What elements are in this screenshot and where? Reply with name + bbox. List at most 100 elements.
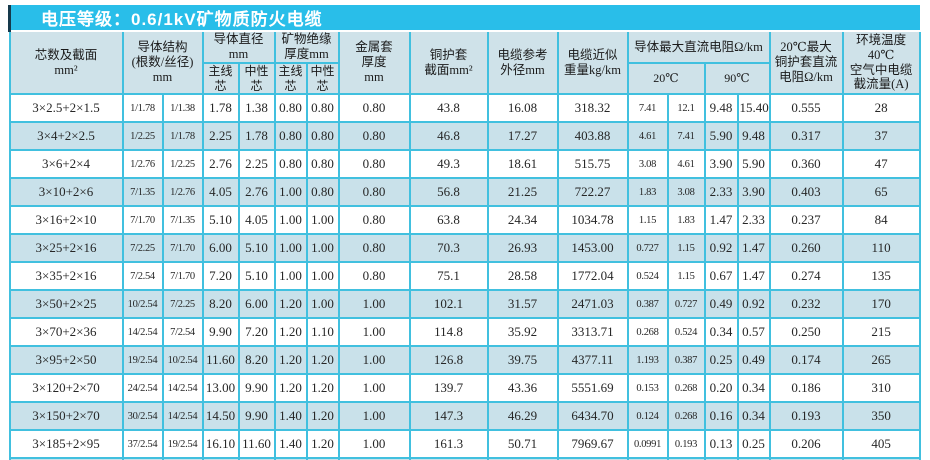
table-cell: 49.3 (408, 149, 489, 179)
subheader-diameter-neutral-core: 中性芯 (237, 62, 276, 95)
table-cell: 0.206 (768, 429, 844, 459)
table-cell: 1.20 (305, 345, 340, 375)
table-cell: 1.00 (305, 205, 340, 235)
table-cell: 48/2.54 (121, 457, 164, 460)
table-cell: 18.40 (201, 457, 240, 460)
table-cell: 4.61 (666, 149, 706, 179)
col-header-reference-od: 电缆参考 外径mm (486, 30, 559, 95)
table-cell: 1.15 (666, 261, 706, 291)
table-cell: 7/2.25 (161, 289, 204, 319)
table-cell: 43.36 (486, 373, 559, 403)
table-cell: 0.49 (703, 289, 739, 319)
table-cell: 3×185+2×95 (8, 429, 124, 459)
table-cell: 3×240+2×120 (8, 457, 124, 460)
table-cell: 19/2.54 (161, 429, 204, 459)
table-cell: 0.80 (305, 177, 340, 207)
table-cell: 7/1.70 (161, 233, 204, 263)
table-cell: 14/2.54 (161, 373, 204, 403)
table-cell: 0.80 (273, 93, 308, 123)
table-cell: 19/2.54 (121, 345, 164, 375)
table-cell: 1.40 (273, 457, 308, 460)
table-cell: 1.38 (237, 93, 276, 123)
table-cell: 65 (841, 177, 921, 207)
table-cell: 2.76 (201, 149, 240, 179)
table-cell: 7/1.35 (121, 177, 164, 207)
table-cell: 1.78 (237, 121, 276, 151)
table-cell: 1.00 (337, 429, 411, 459)
table-cell: 8.20 (237, 345, 276, 375)
table-cell: 47 (841, 149, 921, 179)
table-cell: 5.90 (736, 149, 771, 179)
subheader-insulation-main-core: 主线芯 (273, 62, 308, 95)
table-row: 3×50+2×25 10/2.54 7/2.25 8.20 6.00 1.20 1.00 1.… (8, 289, 921, 319)
table-cell: 1.00 (337, 373, 411, 403)
table-cell: 0.403 (768, 177, 844, 207)
table-cell: 4377.11 (556, 345, 629, 375)
table-cell: 5.90 (703, 121, 739, 151)
table-cell: 11.60 (237, 429, 276, 459)
table-cell: 15.40 (736, 93, 771, 123)
table-cell: 50.71 (486, 429, 559, 459)
table-cell: 0.16 (703, 401, 739, 431)
table-cell: 318.32 (556, 93, 629, 123)
table-cell: 35.92 (486, 317, 559, 347)
table-cell: 0.80 (273, 149, 308, 179)
table-row: 3×185+2×95 37/2.54 19/2.54 16.10 11.60 1.40 1.… (8, 429, 921, 459)
table-cell: 3×25+2×16 (8, 233, 124, 263)
table-cell: 30/2.54 (121, 401, 164, 431)
table-cell: 126.8 (408, 345, 489, 375)
table-cell: 3×2.5+2×1.5 (8, 93, 124, 123)
col-header-conductor-structure: 导体结构 (根数/丝径) mm (121, 30, 204, 95)
table-row: 3×2.5+2×1.5 1/1.78 1/1.38 1.78 1.38 0.80 0.80 0… (8, 93, 921, 123)
table-cell: 3×35+2×16 (8, 261, 124, 291)
table-cell: 403.88 (556, 121, 629, 151)
table-row: 3×120+2×70 24/2.54 14/2.54 13.00 9.90 1.20 1.2… (8, 373, 921, 403)
table-cell: 26.93 (486, 233, 559, 263)
table-cell: 18.61 (486, 149, 559, 179)
table-cell: 0.49 (736, 345, 771, 375)
table-cell: 2.25 (237, 149, 276, 179)
table-cell: 0.80 (337, 93, 411, 123)
col-header-copper-sheath-section: 铜护套 截面mm² (408, 30, 489, 95)
table-cell: 1.20 (273, 345, 308, 375)
col-header-approx-weight: 电缆近似 重量kg/km (556, 30, 629, 95)
table-cell: 7/2.54 (161, 317, 204, 347)
table-cell: 0.34 (703, 317, 739, 347)
table-row: 3×95+2×50 19/2.54 10/2.54 11.60 8.20 1.20 1.20… (8, 345, 921, 375)
table-cell: 4.05 (201, 177, 240, 207)
table-cell: 1.193 (626, 345, 669, 375)
table-cell: 0.80 (305, 121, 340, 151)
table-cell: 2.33 (703, 177, 739, 207)
table-cell: 10/2.54 (121, 289, 164, 319)
table-cell: 56.35 (486, 457, 559, 460)
table-cell: 7.20 (237, 317, 276, 347)
table-cell: 0.124 (626, 401, 669, 431)
table-cell: 0.193 (768, 401, 844, 431)
table-cell: 1.15 (666, 233, 706, 263)
subheader-insulation-neutral-core: 中性芯 (305, 62, 340, 95)
table-cell: 4.05 (237, 205, 276, 235)
table-cell: 0.0991 (626, 429, 669, 459)
table-cell: 28 (841, 93, 921, 123)
table-cell: 7.20 (201, 261, 240, 291)
table-cell: 5.10 (237, 261, 276, 291)
table-cell: 2.25 (201, 121, 240, 151)
table-cell: 1/2.25 (161, 149, 204, 179)
table-cell: 0.80 (337, 261, 411, 291)
table-cell: 1/1.78 (161, 121, 204, 151)
table-cell: 3×150+2×70 (8, 401, 124, 431)
table-cell: 5.10 (237, 233, 276, 263)
table-cell: 0.80 (337, 121, 411, 151)
table-cell: 1.10 (305, 317, 340, 347)
col-header-ampacity: 环境温度40℃ 空气中电缆 截流量(A) (841, 30, 921, 95)
table-row: 3×25+2×16 7/2.25 7/1.70 6.00 5.10 1.00 1.00 0.8… (8, 233, 921, 263)
table-cell: 102.1 (408, 289, 489, 319)
table-cell: 0.20 (703, 373, 739, 403)
table-cell: 0.80 (305, 93, 340, 123)
col-header-conductor-diameter: 导体直径 mm (201, 30, 276, 64)
table-cell: 1.47 (703, 205, 739, 235)
table-cell: 1.00 (337, 345, 411, 375)
table-cell: 11.60 (201, 345, 240, 375)
table-cell: 70.3 (408, 233, 489, 263)
